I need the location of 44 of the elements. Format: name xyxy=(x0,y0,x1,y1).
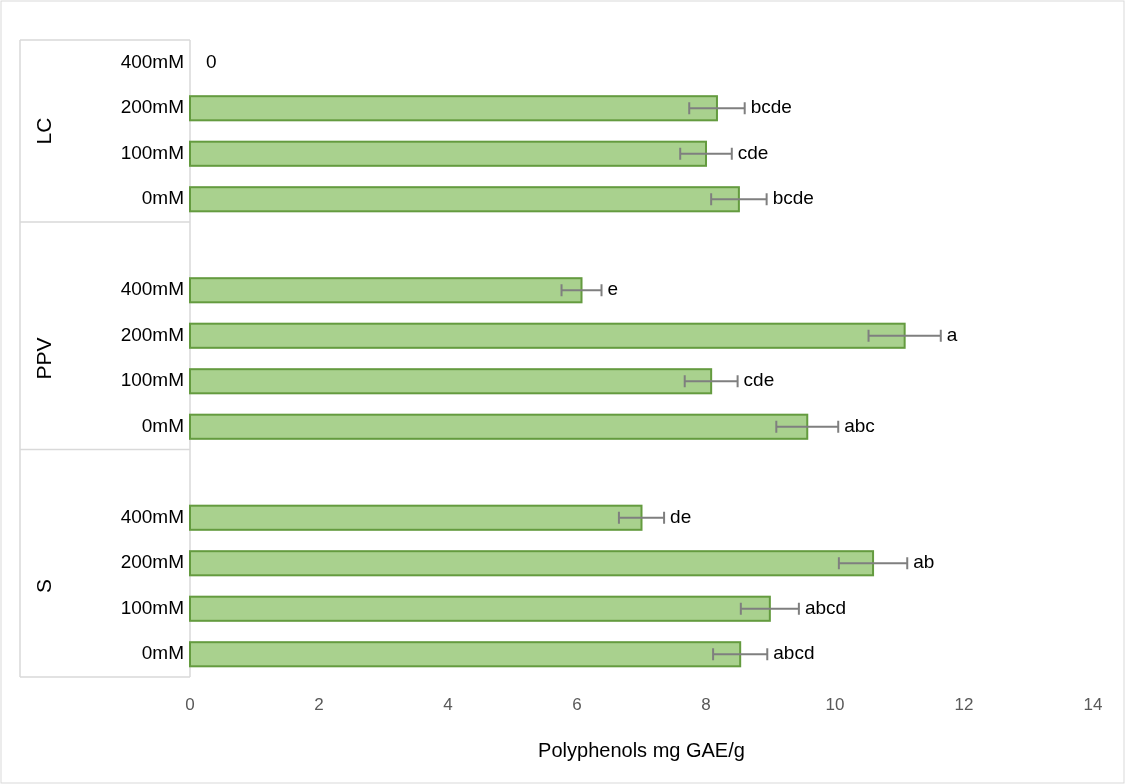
y-tick-label: 200mM xyxy=(120,96,184,118)
y-axis-title: PPV xyxy=(31,337,55,380)
bar xyxy=(189,277,583,304)
bar xyxy=(189,595,771,622)
data-label: cde xyxy=(737,141,769,163)
data-label: abcd xyxy=(804,596,847,618)
x-tick-label: 0 xyxy=(185,695,195,714)
data-label: abcd xyxy=(773,642,815,664)
bar xyxy=(189,641,742,668)
x-tick-label: 12 xyxy=(954,695,974,714)
y-tick-label: 100mM xyxy=(120,596,184,618)
x-tick-label: 8 xyxy=(701,695,711,714)
y-tick-label: 200mM xyxy=(120,551,184,573)
bar xyxy=(189,322,906,349)
x-tick-label: 10 xyxy=(825,695,845,714)
y-tick-label: 200mM xyxy=(120,323,184,345)
data-label: abc xyxy=(844,414,875,436)
y-tick-label: 100mM xyxy=(120,141,184,163)
x-tick-label: 14 xyxy=(1083,695,1103,714)
data-label: 0 xyxy=(206,50,217,72)
y-tick-label: 400mM xyxy=(120,50,184,72)
y-tick-label: 0mM xyxy=(141,187,184,209)
data-label: bcde xyxy=(772,187,814,209)
y-tick-label: 400mM xyxy=(120,505,184,527)
y-axis-title: S xyxy=(31,578,55,594)
bar xyxy=(189,550,875,577)
x-axis-title: Polyphenols mg GAE/g xyxy=(538,739,745,761)
x-tick-label: 6 xyxy=(572,695,582,714)
data-label: cde xyxy=(743,369,775,391)
data-label: de xyxy=(670,505,692,527)
bar xyxy=(189,413,809,440)
bar xyxy=(189,504,643,531)
data-label: e xyxy=(607,278,619,300)
y-tick-label: 100mM xyxy=(120,369,184,391)
data-label: a xyxy=(946,323,958,345)
y-tick-label: 0mM xyxy=(141,414,184,436)
data-label: bcde xyxy=(750,96,792,118)
x-tick-label: 4 xyxy=(443,695,453,714)
y-tick-label: 0mM xyxy=(141,642,184,664)
data-label: ab xyxy=(913,551,935,573)
x-tick-label: 2 xyxy=(314,695,324,714)
y-axis-title: LC xyxy=(31,117,55,145)
y-tick-label: 400mM xyxy=(120,278,184,300)
bar xyxy=(189,368,713,395)
